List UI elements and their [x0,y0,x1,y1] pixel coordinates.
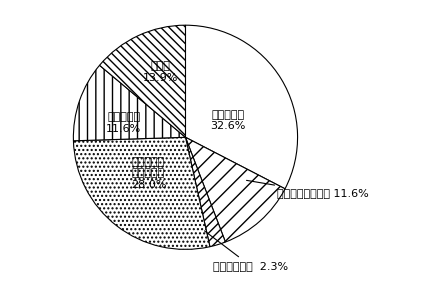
Wedge shape [99,25,185,137]
Text: 同居の家族
32.6%: 同居の家族 32.6% [210,110,245,131]
Wedge shape [73,137,210,249]
Wedge shape [185,137,285,242]
Text: 公的ヘルパー  2.3%: 公的ヘルパー 2.3% [204,231,288,271]
Text: 分からない
11.6%: 分からない 11.6% [106,112,141,134]
Text: 別居の家族・親族 11.6%: 別居の家族・親族 11.6% [246,180,368,198]
Text: 施設・病院
のサービス
28.0%: 施設・病院 のサービス 28.0% [130,157,166,190]
Wedge shape [185,137,225,247]
Wedge shape [73,65,185,141]
Text: 無回答
13.9%: 無回答 13.9% [143,61,178,83]
Wedge shape [185,25,297,189]
